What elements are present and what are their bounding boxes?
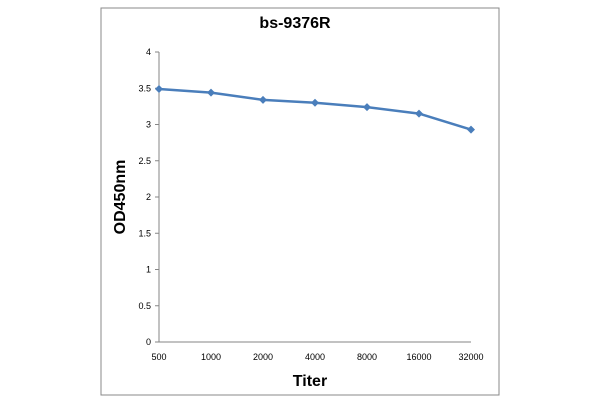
chart-title: bs-9376R [259, 15, 331, 32]
x-axis-ticks: 500 1000 2000 4000 8000 16000 32000 [151, 352, 483, 362]
y-tick-label: 2 [146, 192, 151, 202]
data-point-marker [207, 88, 215, 97]
x-tick-label: 500 [151, 352, 166, 362]
y-tick-label: 1.5 [138, 228, 151, 238]
y-tick-label: 0 [146, 337, 151, 347]
data-point-marker [363, 103, 371, 112]
x-tick-label: 16000 [406, 352, 431, 362]
series-markers [155, 84, 475, 134]
data-point-marker [259, 95, 267, 104]
y-axis-title: OD450nm [112, 160, 129, 235]
y-axis-ticks: 0 0.5 1 1.5 2 2.5 3 3.5 4 [138, 47, 159, 347]
x-tick-label: 4000 [305, 352, 325, 362]
x-axis-title: Titer [293, 373, 327, 390]
data-point-marker [155, 84, 163, 93]
y-tick-label: 1 [146, 265, 151, 275]
data-point-marker [467, 125, 475, 134]
y-tick-label: 2.5 [138, 156, 151, 166]
y-tick-label: 0.5 [138, 301, 151, 311]
y-tick-label: 4 [146, 47, 151, 57]
data-point-marker [311, 98, 319, 107]
x-tick-label: 8000 [357, 352, 377, 362]
x-tick-label: 2000 [253, 352, 273, 362]
x-tick-label: 1000 [201, 352, 221, 362]
y-tick-label: 3.5 [138, 83, 151, 93]
x-tick-label: 32000 [458, 352, 483, 362]
y-tick-label: 3 [146, 120, 151, 130]
chart-outer-frame [100, 7, 500, 396]
data-point-marker [415, 109, 423, 118]
